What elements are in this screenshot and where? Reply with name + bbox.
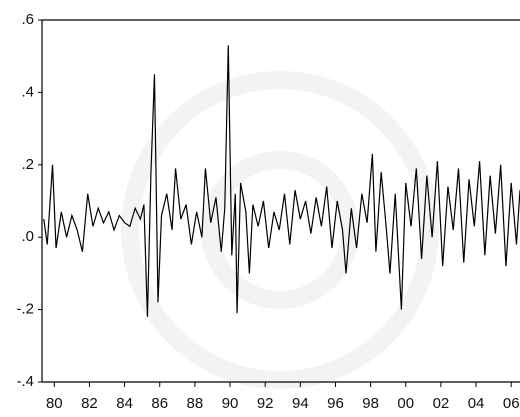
x-tick-label: 82 — [81, 395, 98, 412]
y-tick-label: -.2 — [16, 301, 34, 318]
series-line — [43, 45, 520, 317]
x-tick-label: 02 — [433, 395, 450, 412]
x-tick-label: 94 — [292, 395, 309, 412]
x-tick-label: 98 — [362, 395, 379, 412]
y-tick-label: .2 — [21, 156, 34, 173]
x-tick-label: 90 — [222, 395, 239, 412]
watermark — [121, 71, 439, 389]
y-tick-label: -.4 — [16, 373, 34, 390]
y-tick-label: .6 — [21, 11, 34, 28]
x-tick-label: 86 — [151, 395, 168, 412]
x-tick-label: 88 — [187, 395, 204, 412]
x-tick-label: 04 — [468, 395, 485, 412]
x-tick-label: 92 — [257, 395, 274, 412]
x-tick-label: 80 — [46, 395, 63, 412]
x-tick-label: 84 — [116, 395, 133, 412]
x-tick-label: 06 — [503, 395, 520, 412]
y-tick-label: .0 — [21, 228, 34, 245]
x-tick-label: 00 — [397, 395, 414, 412]
y-tick-label: .4 — [21, 83, 34, 100]
x-tick-label: 96 — [327, 395, 344, 412]
